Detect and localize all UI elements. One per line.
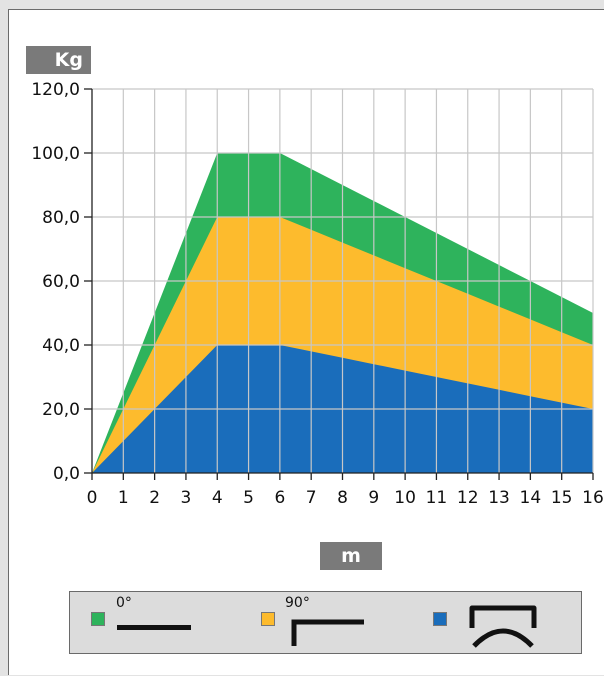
x-tick-label: 2 [149,488,160,508]
x-tick-label: 7 [306,488,317,508]
legend-swatch-90deg [261,612,275,626]
x-tick-label: 0 [87,488,98,508]
x-tick-label: 11 [426,488,448,508]
x-axis-unit-label: m [320,542,382,570]
x-tick-label: 3 [181,488,192,508]
right-angle-icon [291,619,364,646]
legend-swatch-0deg [91,612,105,626]
legend-swatch-arch [433,612,447,626]
x-tick-label: 1 [118,488,129,508]
x-tick-label: 9 [368,488,379,508]
arch-icon [469,605,537,648]
legend: 0° 90° [69,591,582,654]
x-tick-label: 13 [488,488,510,508]
y-tick-label: 60,0 [42,272,80,292]
y-tick-label: 0,0 [53,464,80,484]
x-tick-label: 8 [337,488,348,508]
x-tick-label: 15 [551,488,573,508]
x-tick-label: 12 [457,488,479,508]
x-tick-label: 16 [582,488,604,508]
y-tick-label: 40,0 [42,336,80,356]
legend-label-90deg: 90° [285,595,310,611]
y-axis-unit-label: Kg [26,46,91,74]
y-tick-label: 120,0 [31,80,80,100]
chart-panel: 0,0 20,0 40,0 60,0 80,0 100,0 120,0 0 1 2 3 4 5 6 7 8 9 1… [8,9,604,675]
x-tick-label: 6 [274,488,285,508]
y-tick-label: 80,0 [42,208,80,228]
x-tick-label: 14 [520,488,542,508]
y-tick-label: 100,0 [31,144,80,164]
x-tick-label: 5 [243,488,254,508]
x-tick-label: 4 [212,488,223,508]
straight-line-icon [117,625,191,630]
legend-label-0deg: 0° [116,595,132,611]
x-tick-label: 10 [394,488,416,508]
y-tick-label: 20,0 [42,400,80,420]
